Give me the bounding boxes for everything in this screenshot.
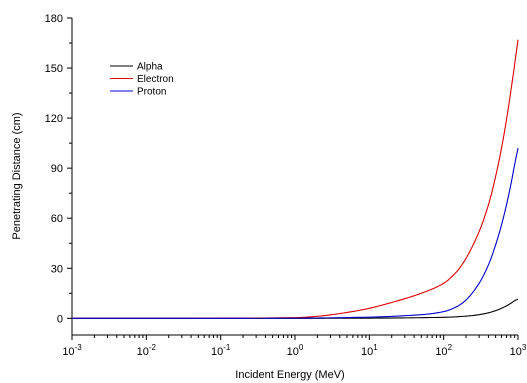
x-tick-label: 10-3 bbox=[62, 343, 82, 358]
axes: 10-3 10-2 10-1 100 101 102 103 0 30 60 90 120 150 180 bbox=[45, 13, 527, 358]
x-tick-label: 10-2 bbox=[137, 343, 157, 358]
y-tick-label: 0 bbox=[57, 313, 63, 325]
legend-label-electron: Electron bbox=[137, 74, 174, 85]
x-tick-label: 10-1 bbox=[211, 343, 231, 358]
legend-label-proton: Proton bbox=[137, 87, 166, 98]
y-tick-label: 60 bbox=[51, 213, 63, 225]
series-line-proton bbox=[72, 148, 519, 319]
legend-label-alpha: Alpha bbox=[137, 62, 163, 73]
y-axis-title: Penetrating Distance (cm) bbox=[11, 112, 23, 239]
y-tick-label: 30 bbox=[51, 263, 63, 275]
x-tick-label: 102 bbox=[435, 343, 452, 358]
y-tick-label: 150 bbox=[45, 63, 63, 75]
x-tick-label: 100 bbox=[287, 343, 304, 358]
x-tick-label: 101 bbox=[361, 343, 378, 358]
x-tick-label: 103 bbox=[510, 343, 527, 358]
y-tick-label: 180 bbox=[45, 13, 63, 25]
x-axis-title: Incident Energy (MeV) bbox=[235, 369, 344, 381]
y-tick-label: 90 bbox=[51, 163, 63, 175]
series-line-electron bbox=[71, 39, 519, 319]
y-tick-label: 120 bbox=[45, 113, 63, 125]
series-layer bbox=[71, 39, 519, 319]
